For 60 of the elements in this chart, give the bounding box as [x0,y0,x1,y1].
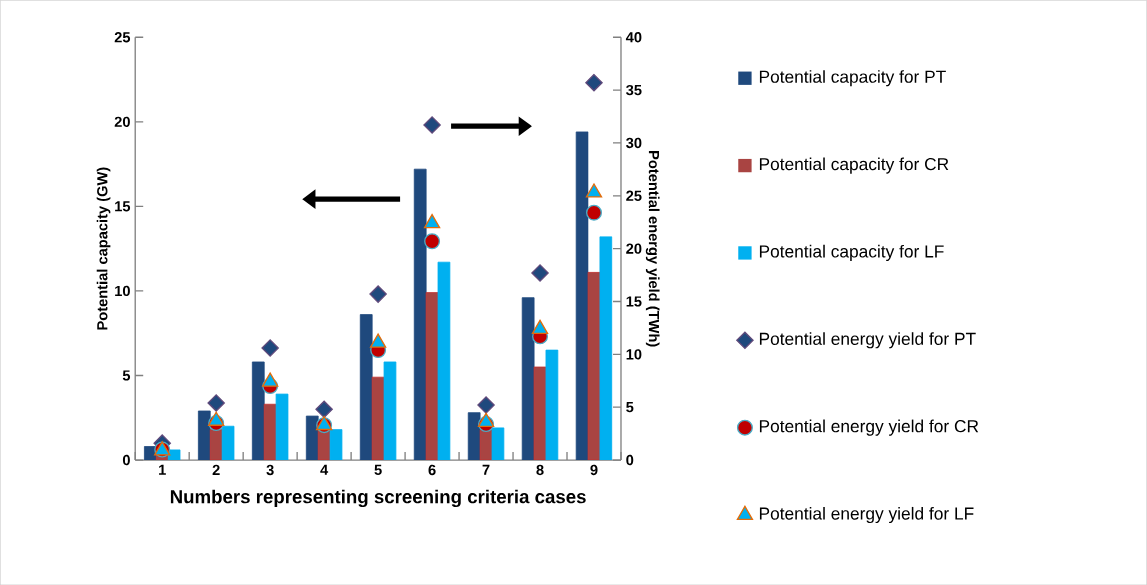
bar [359,314,373,460]
y-tick-label: 15 [115,201,131,212]
y2-tick-label: 30 [626,137,642,149]
point [586,204,602,221]
point [531,319,549,334]
legend-label: Potential capacity for CR [759,157,949,174]
y2-tick-label: 0 [626,454,634,466]
x-tick-label: 5 [374,464,382,475]
bar [197,410,211,460]
y-tick-label: 20 [114,116,130,127]
x-tick-label: 4 [320,464,329,475]
y-tick-label: 5 [122,370,131,381]
y-tick-label: 10 [115,285,130,296]
y-axis-title: Potential capacity (GW) [96,167,111,330]
point [261,339,279,357]
point [585,73,603,92]
legend-label: Potential energy yield for LF [759,506,974,523]
y2-tick-label: 10 [626,349,642,360]
bar [305,415,319,460]
y2-tick-label: 15 [626,296,642,307]
x-tick-label: 6 [428,464,436,476]
point [423,213,441,229]
y2-axis-title: Potential energy yield (TWh) [645,150,660,347]
y2-tick-label: 5 [626,401,634,413]
legend-label: Potential capacity for PT [759,70,946,87]
point [585,183,603,198]
point [261,372,279,387]
y-tick-label: 25 [114,31,131,43]
point [423,116,441,134]
x-tick-label: 8 [536,464,544,476]
bar [413,168,427,460]
point [477,412,495,427]
point [315,400,333,418]
x-tick-label: 3 [266,464,274,476]
x-tick-label: 1 [159,464,166,475]
legend-label: Potential energy yield for CR [759,419,979,436]
point [208,411,225,426]
x-tick-label: 7 [482,464,490,475]
y2-tick-label: 35 [626,84,642,96]
bar [425,292,439,460]
bar [251,361,265,460]
point [477,396,495,414]
point [207,394,225,412]
x-axis-title: Numbers representing screening criteria cases [170,489,586,507]
bar [533,366,547,460]
point [531,264,549,282]
x-tick-label: 2 [212,464,220,475]
bar [575,131,589,460]
legend-label: Potential capacity for LF [759,244,944,261]
x-tick-label: 9 [590,464,598,476]
y2-tick-label: 40 [625,31,642,43]
bar [521,297,535,460]
point [369,333,387,348]
point [424,233,441,250]
bar [587,271,601,460]
y-tick-label: 0 [122,454,130,466]
y2-tick-label: 25 [626,190,642,201]
legend-label: Potential energy yield for PT [759,332,976,349]
y2-tick-label: 20 [626,243,642,254]
point [369,285,387,303]
